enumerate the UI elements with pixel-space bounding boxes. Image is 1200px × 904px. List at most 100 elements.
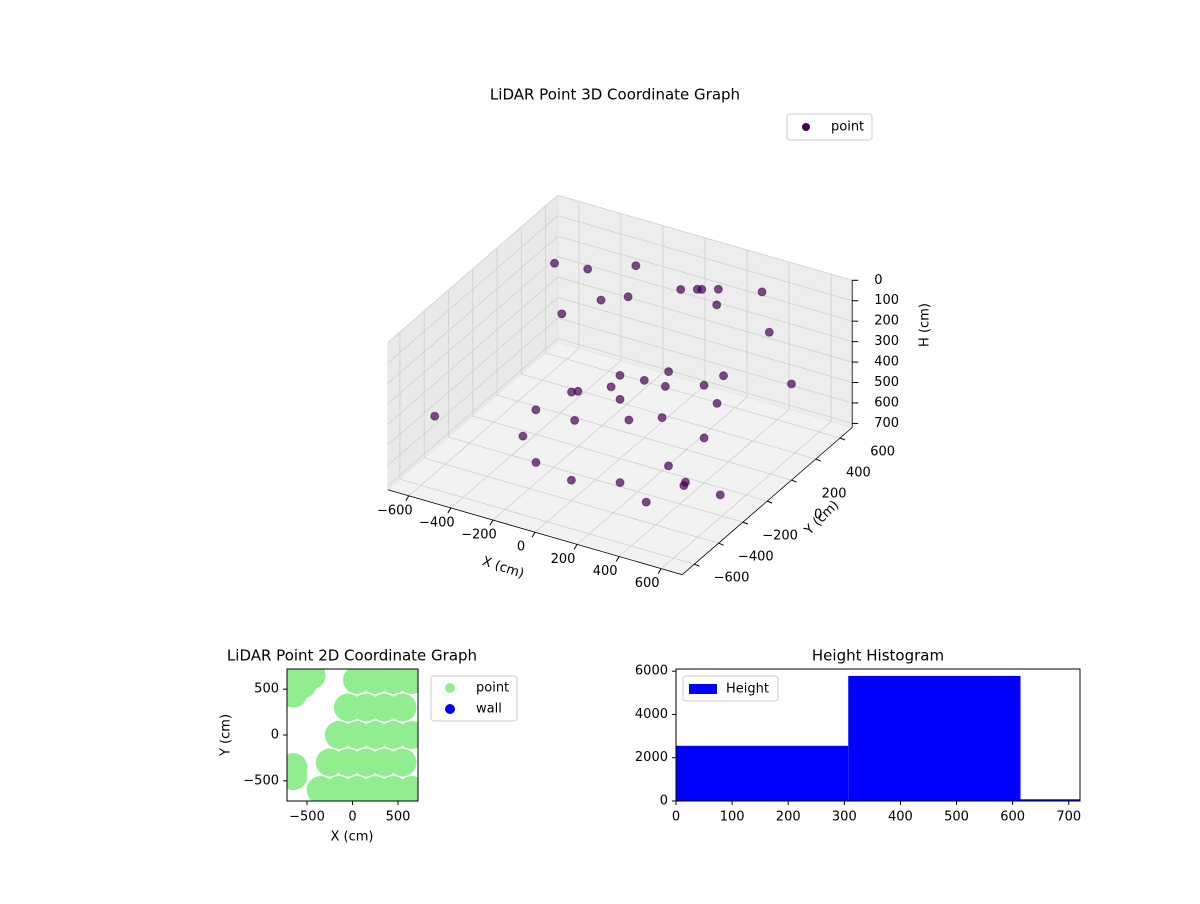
x-tick-label: −500 <box>289 810 325 825</box>
y-tick-label: 400 <box>846 466 871 481</box>
legend-patch <box>689 684 717 694</box>
y-tick-label: −600 <box>714 571 750 586</box>
grid-line <box>557 297 853 383</box>
point <box>596 295 606 305</box>
tick-mark <box>815 458 821 462</box>
point <box>712 300 722 310</box>
point <box>606 382 616 392</box>
point <box>615 394 625 404</box>
legend-box <box>430 675 518 722</box>
plot-area <box>676 675 1080 801</box>
bar <box>848 675 1021 801</box>
legend-label: wall <box>476 702 502 717</box>
y-tick-label: 0 <box>814 508 822 523</box>
legend-box <box>786 113 873 141</box>
x-tick-label: 600 <box>635 576 660 591</box>
tick-mark <box>718 542 724 546</box>
tick-mark <box>742 521 749 525</box>
grid-line <box>387 235 559 384</box>
point <box>639 375 649 385</box>
x-axis-label: X (cm) <box>331 830 374 845</box>
tick-mark <box>791 479 797 483</box>
point <box>388 748 417 777</box>
point <box>631 261 641 271</box>
x-tick-label: 300 <box>832 810 857 825</box>
point <box>641 497 651 507</box>
z-tick-label: 700 <box>874 416 899 431</box>
y-tick-label: −200 <box>762 529 798 544</box>
chart-title: Height Histogram <box>812 647 944 665</box>
point <box>663 461 673 471</box>
chart-title: LiDAR Point 2D Coordinate Graph <box>227 647 477 665</box>
plot-frame <box>675 668 1081 802</box>
grid-line <box>387 256 559 405</box>
legend-marker <box>802 123 810 131</box>
point <box>531 457 541 467</box>
legend-marker <box>445 704 455 714</box>
legend-label: point <box>831 120 864 135</box>
y-tick-label: 0 <box>660 794 668 809</box>
grid-line <box>387 338 559 486</box>
x-tick-label: −600 <box>377 503 413 518</box>
x-tick-label: 600 <box>1000 810 1025 825</box>
point <box>518 431 528 441</box>
grid-line <box>387 194 559 343</box>
tick-mark <box>405 495 410 502</box>
y-tick-label: 2000 <box>635 750 668 765</box>
point <box>657 413 667 423</box>
tick-mark <box>615 556 620 562</box>
x-axis-line <box>387 489 683 576</box>
grid-line <box>557 215 853 302</box>
y-tick-label: −500 <box>243 773 279 788</box>
point <box>623 292 633 302</box>
point <box>430 411 440 421</box>
grid-line <box>472 415 768 502</box>
legend-box <box>682 675 779 702</box>
x-tick-label: 0 <box>348 810 356 825</box>
z-tick-label: 400 <box>874 355 899 370</box>
point <box>388 693 417 722</box>
z-tick-label: 300 <box>874 334 899 349</box>
point <box>764 327 774 337</box>
legend-label: Height <box>726 682 769 697</box>
point <box>397 776 418 801</box>
bar <box>1020 799 1080 801</box>
tick-mark <box>767 500 773 504</box>
legend-marker <box>445 683 455 693</box>
tick-mark <box>839 437 846 441</box>
grid-line <box>496 394 792 481</box>
point <box>287 679 308 708</box>
x-tick-label: 0 <box>517 540 525 555</box>
x-tick-label: 700 <box>1056 810 1081 825</box>
point <box>557 309 567 319</box>
point <box>787 379 797 389</box>
point <box>699 433 709 443</box>
point <box>680 477 690 487</box>
point <box>566 475 576 485</box>
grid-line <box>399 478 695 565</box>
point <box>692 284 702 294</box>
y-tick-label: 6000 <box>635 664 668 679</box>
point <box>397 669 418 694</box>
grid-line <box>387 297 559 446</box>
point <box>676 284 686 294</box>
grid-line <box>387 276 559 425</box>
z-tick-label: 0 <box>874 273 882 288</box>
point <box>573 386 583 396</box>
y-tick-label: −400 <box>738 550 774 565</box>
plot-area <box>287 669 418 801</box>
point <box>757 287 767 297</box>
legend-label: point <box>476 681 509 696</box>
point <box>719 371 729 381</box>
y-tick-label: 500 <box>254 682 279 697</box>
point <box>570 415 580 425</box>
z-axis-label: H (cm) <box>918 303 933 347</box>
z-tick-label: 500 <box>874 375 899 390</box>
grid-line <box>424 457 719 544</box>
grid-line <box>557 276 853 363</box>
grid-line <box>448 436 744 523</box>
chart-title: LiDAR Point 3D Coordinate Graph <box>490 86 740 104</box>
grid-line <box>545 352 841 439</box>
x-tick-label: 400 <box>888 810 913 825</box>
